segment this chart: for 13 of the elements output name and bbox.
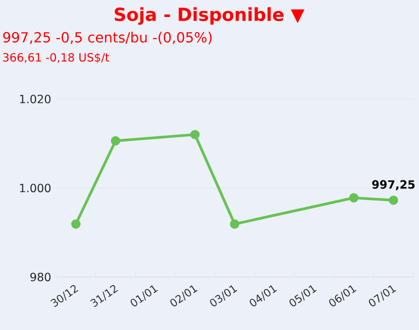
y-tick-label: 980: [30, 272, 51, 282]
point: [110, 136, 120, 146]
point: [349, 193, 358, 202]
chart-title: Soja - Disponible ▼: [114, 7, 305, 25]
y-tick-label: 1.000: [20, 184, 51, 192]
chart-subtitle: 997,25 -0,5 cents/bu -(0,05%): [3, 32, 212, 44]
text: 366,61 -0,18 US$/t: [3, 52, 110, 64]
point: [190, 130, 200, 140]
y-tick-label: 1.020: [20, 94, 51, 104]
data-label: 997,25: [372, 180, 415, 190]
point: [388, 196, 398, 205]
point: [71, 219, 81, 229]
point: [230, 219, 240, 229]
